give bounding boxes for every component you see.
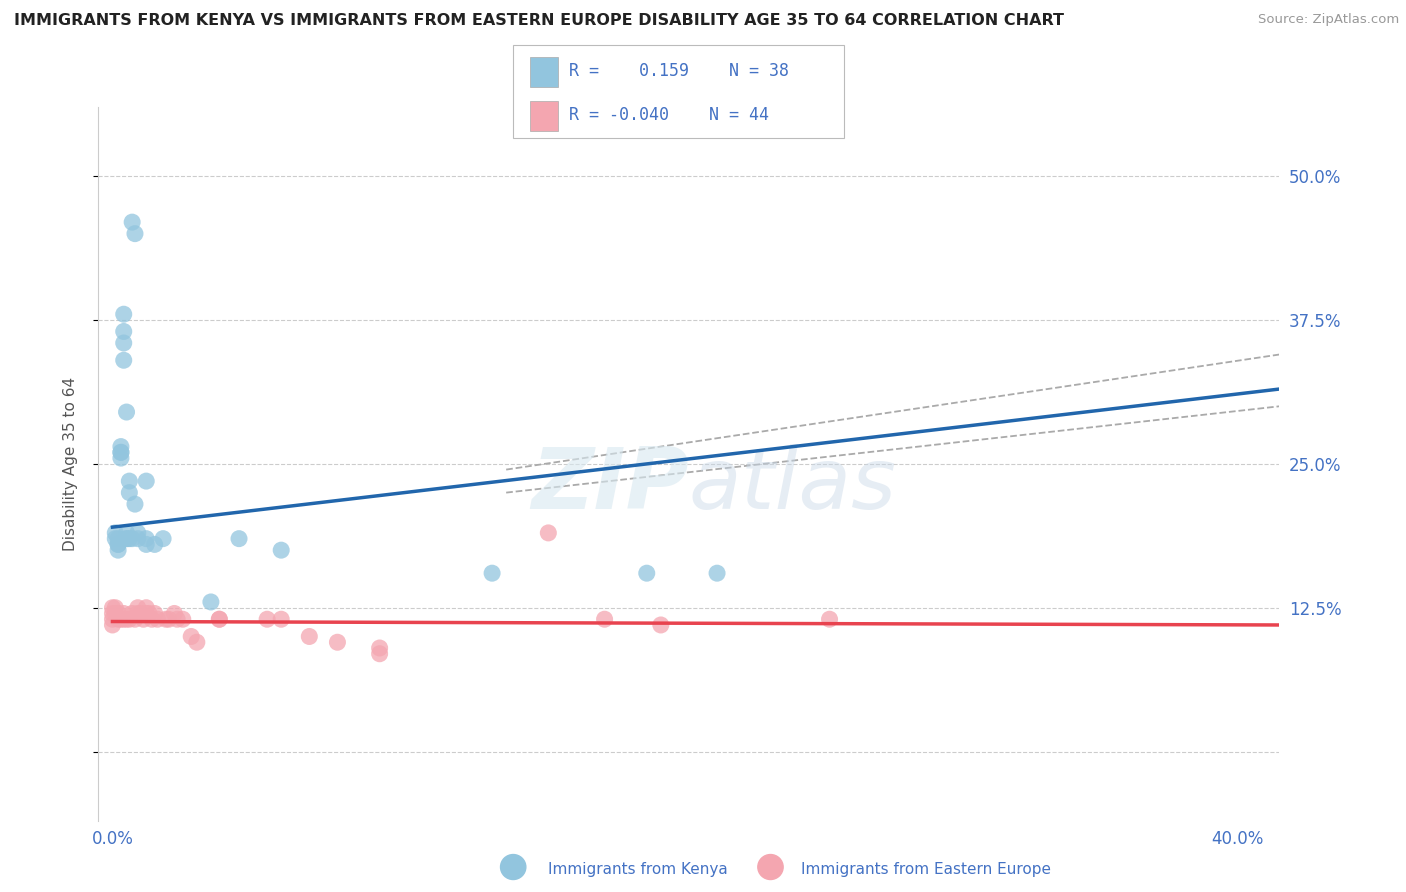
Point [368, 647, 391, 661]
Point [143, 537, 166, 551]
Point [115, 612, 138, 626]
Point [270, 543, 292, 558]
Text: ZIP: ZIP [531, 443, 689, 527]
Text: atlas: atlas [689, 443, 897, 527]
Point [537, 525, 560, 540]
Point [124, 227, 146, 241]
Point [186, 635, 208, 649]
Point [132, 612, 155, 626]
Point [118, 474, 141, 488]
Point [143, 607, 166, 621]
Point [110, 445, 132, 459]
Point [127, 525, 149, 540]
Point [107, 532, 129, 546]
Point [115, 525, 138, 540]
Point [593, 612, 616, 626]
Point [107, 543, 129, 558]
Point [163, 607, 186, 621]
Point [112, 336, 135, 351]
Point [115, 405, 138, 419]
Point [115, 532, 138, 546]
Point [101, 607, 124, 621]
Text: Source: ZipAtlas.com: Source: ZipAtlas.com [1258, 13, 1399, 27]
Point [101, 612, 124, 626]
Point [124, 497, 146, 511]
Point [104, 532, 127, 546]
Point [208, 612, 231, 626]
Point [118, 532, 141, 546]
Text: IMMIGRANTS FROM KENYA VS IMMIGRANTS FROM EASTERN EUROPE DISABILITY AGE 35 TO 64 : IMMIGRANTS FROM KENYA VS IMMIGRANTS FROM… [14, 13, 1064, 29]
Point [107, 537, 129, 551]
Point [104, 525, 127, 540]
Point [135, 532, 157, 546]
Point [180, 630, 202, 644]
Point [127, 600, 149, 615]
Point [118, 612, 141, 626]
Point [107, 607, 129, 621]
Point [481, 566, 503, 581]
Point [155, 612, 177, 626]
Point [135, 537, 157, 551]
Point [127, 607, 149, 621]
Point [256, 612, 278, 626]
Point [270, 612, 292, 626]
Point [135, 600, 157, 615]
Point [107, 537, 129, 551]
Y-axis label: Disability Age 35 to 64: Disability Age 35 to 64 [63, 376, 77, 551]
Point [326, 635, 349, 649]
Point [166, 612, 188, 626]
Point [636, 566, 658, 581]
Point [135, 607, 157, 621]
Point [818, 612, 841, 626]
Point [110, 451, 132, 466]
Point [200, 595, 222, 609]
Point [129, 607, 152, 621]
Point [121, 532, 143, 546]
Point [107, 612, 129, 626]
Point [141, 612, 163, 626]
Point [121, 607, 143, 621]
Point [124, 612, 146, 626]
Point [157, 612, 180, 626]
Point [118, 485, 141, 500]
Point [104, 600, 127, 615]
Point [112, 612, 135, 626]
Text: Immigrants from Eastern Europe: Immigrants from Eastern Europe [801, 863, 1052, 877]
Point [172, 612, 194, 626]
Point [110, 440, 132, 454]
Point [368, 640, 391, 655]
Point [138, 607, 160, 621]
Point [104, 607, 127, 621]
Point [650, 618, 672, 632]
Text: R = -0.040    N = 44: R = -0.040 N = 44 [569, 106, 769, 124]
Point [135, 474, 157, 488]
Point [127, 532, 149, 546]
Point [208, 612, 231, 626]
Point [112, 353, 135, 368]
Text: R =    0.159    N = 38: R = 0.159 N = 38 [569, 62, 789, 79]
Point [121, 215, 143, 229]
Point [112, 325, 135, 339]
Point [101, 600, 124, 615]
Point [152, 532, 174, 546]
Point [146, 612, 169, 626]
Point [110, 445, 132, 459]
Point [112, 307, 135, 321]
Text: Immigrants from Kenya: Immigrants from Kenya [548, 863, 728, 877]
Point [101, 618, 124, 632]
Point [298, 630, 321, 644]
Point [112, 607, 135, 621]
Point [228, 532, 250, 546]
Point [110, 612, 132, 626]
Point [706, 566, 728, 581]
Point [115, 532, 138, 546]
